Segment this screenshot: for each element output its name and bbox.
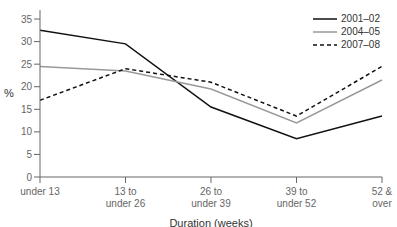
svg-text:35: 35 [21, 14, 33, 25]
html-text:2001–02: 2001–02 [341, 13, 380, 24]
svg-text:20: 20 [21, 81, 33, 92]
svg-text:30: 30 [21, 36, 33, 47]
svg-text:13 tounder 26: 13 tounder 26 [106, 186, 146, 209]
svg-text:10: 10 [21, 126, 33, 137]
svg-text:15: 15 [21, 104, 33, 115]
svg-text:26 tounder 39: 26 tounder 39 [191, 186, 231, 209]
svg-text:25: 25 [21, 59, 33, 70]
svg-text:39 tounder 52: 39 tounder 52 [277, 186, 317, 209]
html-text:2007–08: 2007–08 [341, 39, 380, 50]
svg-text:under 13: under 13 [20, 186, 60, 197]
svg-text:Duration (weeks): Duration (weeks) [169, 217, 252, 227]
svg-text:52 &over: 52 &over [372, 186, 389, 209]
html-text:2004–05: 2004–05 [341, 26, 380, 37]
svg-text:0: 0 [26, 172, 32, 183]
svg-text:%: % [8, 87, 14, 99]
svg-text:5: 5 [26, 149, 32, 160]
